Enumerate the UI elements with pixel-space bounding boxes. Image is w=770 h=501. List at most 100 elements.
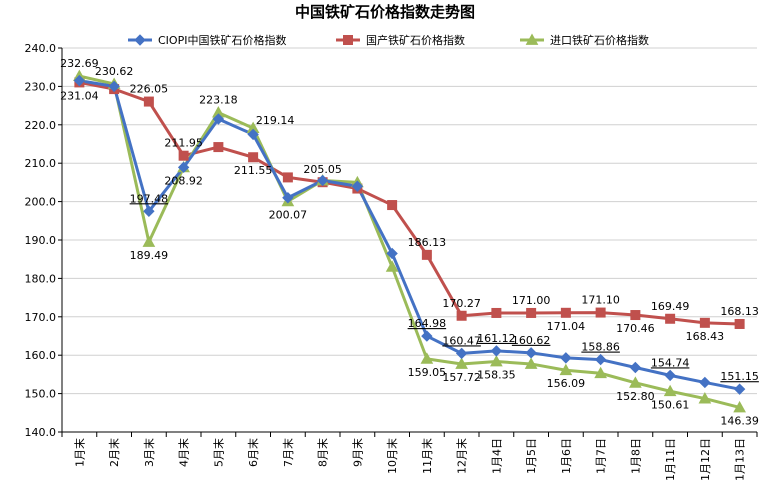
diamond-marker — [351, 180, 364, 192]
square-marker — [387, 200, 398, 211]
series-line — [79, 79, 740, 391]
diamond-marker — [560, 352, 572, 364]
y-tick-label: 210.0 — [25, 157, 57, 170]
diamond-marker — [594, 353, 607, 366]
y-tick-label: 170.0 — [25, 311, 57, 324]
series-line — [79, 80, 740, 326]
data-label: 150.61 — [651, 398, 690, 411]
series-lines — [73, 69, 746, 413]
diamond-marker — [143, 205, 155, 217]
data-label: 231.04 — [60, 89, 99, 102]
square-marker — [526, 307, 537, 318]
x-tick-label: 1月6日 — [560, 438, 573, 474]
legend-label: CIOPI中国铁矿石价格指数 — [158, 33, 286, 47]
x-tick-label: 8月末 — [316, 438, 330, 467]
diamond-marker — [73, 74, 86, 87]
y-tick-label: 240.0 — [25, 42, 57, 55]
diamond-marker — [525, 347, 537, 359]
square-marker — [178, 150, 189, 161]
data-label: 158.35 — [477, 369, 516, 382]
y-tick-label: 200.0 — [25, 196, 57, 209]
data-label: 160.47 — [442, 334, 481, 347]
x-tick-label: 1月11日 — [664, 438, 677, 481]
chart-title: 中国铁矿石价格指数走势图 — [295, 3, 475, 21]
triangle-marker — [420, 352, 434, 364]
x-tick-label: 1月末 — [72, 438, 86, 467]
diamond-marker — [316, 174, 329, 187]
diamond-marker — [699, 376, 711, 389]
data-label: 164.98 — [408, 317, 447, 330]
triangle-marker — [698, 392, 712, 404]
data-label: 159.05 — [408, 366, 447, 379]
diamond-marker — [421, 330, 433, 342]
square-marker — [595, 307, 606, 318]
data-label: 208.92 — [164, 174, 203, 187]
triangle-marker — [490, 355, 503, 367]
data-label: 154.74 — [651, 356, 690, 369]
x-tick-label: 1月13日 — [734, 438, 747, 481]
legend: CIOPI中国铁矿石价格指数 国产铁矿石价格指数 进口铁矿石价格指数 — [128, 33, 649, 47]
data-label: 232.69 — [60, 57, 99, 70]
y-tick-label: 150.0 — [25, 388, 57, 401]
diamond-marker — [282, 192, 294, 204]
triangle-marker — [594, 366, 607, 379]
data-label: 156.09 — [547, 377, 586, 390]
square-marker — [699, 317, 710, 328]
triangle-marker — [559, 363, 573, 376]
x-tick-label: 1月4日 — [490, 438, 503, 474]
triangle-marker — [525, 33, 539, 45]
diamond-marker — [386, 247, 398, 260]
diamond-marker — [629, 361, 642, 374]
x-tick-label: 1月7日 — [595, 438, 608, 474]
data-label: 168.43 — [686, 330, 725, 343]
y-tick-label: 180.0 — [25, 272, 57, 285]
diamond-marker — [733, 383, 746, 395]
diamond-marker — [490, 345, 503, 357]
data-label: 170.46 — [616, 322, 655, 335]
diamond-marker — [108, 80, 120, 93]
gridlines — [62, 47, 757, 433]
x-tick-label: 6月末 — [246, 438, 260, 467]
x-tick-label: 10月末 — [385, 438, 399, 474]
data-label: 200.07 — [269, 208, 308, 221]
diamond-marker — [247, 128, 259, 141]
triangle-marker — [629, 376, 642, 388]
y-tick-label: 230.0 — [25, 80, 57, 93]
diamond-marker — [455, 347, 468, 360]
x-tick-label: 12月末 — [455, 438, 469, 474]
data-label: 186.13 — [408, 236, 447, 249]
x-tick-label: 3月末 — [142, 438, 156, 467]
y-tick-label: 220.0 — [25, 119, 57, 132]
diamond-marker — [664, 369, 676, 382]
data-label: 211.95 — [164, 137, 203, 150]
y-tick-label: 190.0 — [25, 234, 57, 247]
data-label: 158.86 — [581, 341, 620, 354]
y-tick-label: 160.0 — [25, 349, 57, 362]
data-label: 226.05 — [130, 83, 169, 96]
data-label: 223.18 — [199, 94, 238, 107]
square-marker — [248, 152, 259, 163]
square-marker — [491, 307, 502, 318]
data-label: 157.72 — [442, 371, 481, 384]
triangle-marker — [385, 260, 399, 272]
square-marker — [734, 318, 745, 329]
square-marker — [343, 35, 353, 45]
x-tick-label: 1月8日 — [629, 438, 642, 474]
data-label: 171.00 — [512, 294, 551, 307]
data-label: 161.12 — [477, 332, 516, 345]
x-tick-label: 7月末 — [281, 438, 295, 467]
axes: 140.0 150.0 160.0 170.0 180.0 190.0 200.0 210.0… — [25, 42, 758, 481]
x-tick-label: 11月末 — [420, 438, 434, 474]
data-label: 151.15 — [720, 370, 759, 383]
x-tick-label: 2月末 — [107, 438, 121, 467]
diamond-marker — [177, 161, 190, 174]
data-label: 171.04 — [547, 320, 586, 333]
data-label: 168.13 — [720, 305, 759, 318]
triangle-marker — [524, 357, 538, 369]
diamond-marker — [134, 34, 146, 46]
data-label: 230.62 — [95, 65, 134, 78]
data-label: 205.05 — [303, 163, 342, 176]
data-label: 146.39 — [720, 414, 759, 427]
